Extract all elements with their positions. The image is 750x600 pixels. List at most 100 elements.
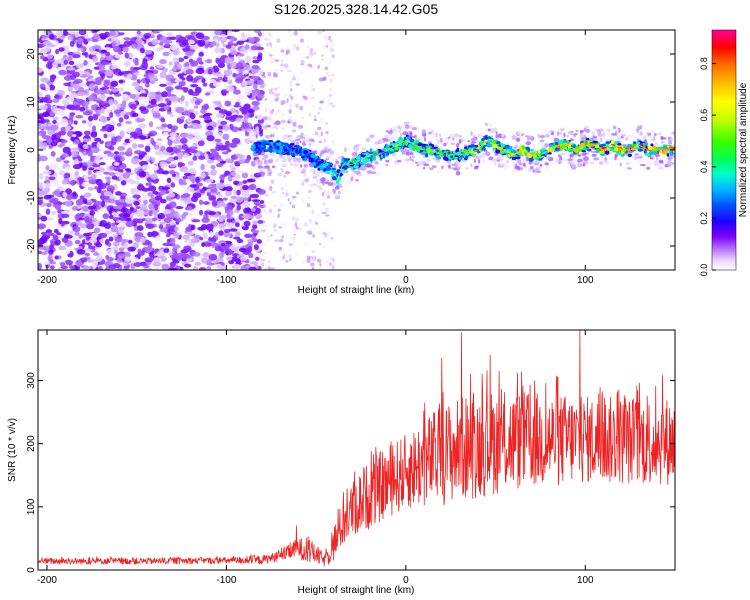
noise-blob bbox=[60, 265, 69, 269]
noise-blob bbox=[108, 215, 114, 219]
halo-blob bbox=[511, 162, 516, 167]
noise-blob bbox=[158, 100, 167, 105]
noise-blob bbox=[86, 223, 95, 230]
noise-blob bbox=[289, 84, 292, 87]
noise-blob bbox=[76, 248, 86, 255]
ridge-point bbox=[495, 140, 501, 145]
halo-blob bbox=[435, 138, 438, 141]
noise-blob bbox=[88, 167, 95, 171]
noise-blob bbox=[274, 87, 278, 91]
noise-blob bbox=[206, 191, 212, 197]
ridge-point bbox=[345, 166, 348, 169]
noise-blob bbox=[203, 103, 209, 111]
noise-blob bbox=[167, 82, 174, 86]
noise-blob bbox=[273, 223, 277, 228]
noise-blob bbox=[307, 113, 311, 117]
noise-blob bbox=[173, 156, 179, 161]
halo-blob bbox=[670, 131, 675, 136]
ridge-point bbox=[284, 143, 290, 147]
noise-blob bbox=[44, 182, 51, 189]
noise-blob bbox=[257, 220, 264, 224]
ridge-point bbox=[326, 171, 331, 175]
noise-blob bbox=[156, 64, 164, 69]
noise-blob bbox=[131, 112, 139, 117]
noise-blob bbox=[292, 195, 297, 199]
noise-blob bbox=[81, 52, 87, 56]
noise-blob bbox=[54, 255, 59, 260]
noise-blob bbox=[100, 74, 105, 80]
noise-blob bbox=[182, 175, 188, 180]
noise-blob bbox=[300, 59, 305, 64]
halo-blob bbox=[268, 116, 272, 121]
ridge-point bbox=[296, 145, 300, 149]
halo-blob bbox=[599, 161, 603, 165]
noise-blob bbox=[295, 45, 300, 51]
noise-blob bbox=[210, 169, 217, 176]
noise-blob bbox=[235, 117, 242, 123]
noise-blob bbox=[270, 35, 275, 38]
noise-blob bbox=[183, 110, 190, 115]
noise-blob bbox=[306, 230, 310, 235]
noise-blob bbox=[126, 73, 133, 80]
ridge-point bbox=[635, 141, 641, 144]
noise-blob bbox=[90, 105, 96, 111]
noise-blob bbox=[47, 176, 56, 181]
noise-blob bbox=[40, 231, 48, 236]
noise-blob bbox=[296, 191, 300, 195]
noise-blob bbox=[201, 77, 206, 83]
noise-blob bbox=[268, 54, 273, 57]
noise-blob bbox=[42, 170, 52, 175]
noise-blob bbox=[165, 157, 174, 162]
halo-blob bbox=[452, 134, 458, 139]
noise-blob bbox=[122, 243, 129, 249]
noise-blob bbox=[114, 202, 124, 206]
noise-blob bbox=[190, 149, 198, 154]
noise-blob bbox=[94, 81, 102, 86]
halo-blob bbox=[645, 131, 650, 135]
halo-blob bbox=[295, 141, 300, 145]
noise-blob bbox=[254, 202, 261, 207]
noise-blob bbox=[311, 256, 317, 262]
noise-blob bbox=[38, 132, 42, 136]
noise-blob bbox=[173, 232, 180, 239]
noise-blob bbox=[236, 238, 244, 244]
halo-blob bbox=[405, 151, 411, 156]
noise-blob bbox=[229, 35, 236, 43]
noise-blob bbox=[159, 161, 168, 168]
noise-blob bbox=[127, 246, 136, 252]
ridge-point bbox=[511, 156, 517, 161]
noise-blob bbox=[186, 231, 194, 237]
noise-blob bbox=[202, 252, 210, 258]
noise-blob bbox=[271, 87, 275, 91]
noise-blob bbox=[191, 137, 200, 142]
halo-blob bbox=[515, 137, 521, 142]
halo-blob bbox=[302, 142, 307, 146]
halo-blob bbox=[559, 132, 563, 135]
ridge-point bbox=[361, 152, 368, 155]
halo-blob bbox=[272, 125, 278, 128]
noise-blob bbox=[183, 172, 192, 177]
noise-blob bbox=[55, 157, 62, 162]
halo-blob bbox=[465, 166, 470, 170]
halo-blob bbox=[358, 173, 362, 177]
noise-blob bbox=[212, 100, 222, 105]
noise-blob bbox=[244, 233, 253, 239]
halo-blob bbox=[485, 151, 491, 156]
noise-blob bbox=[222, 197, 228, 201]
noise-blob bbox=[268, 32, 271, 37]
noise-blob bbox=[52, 179, 61, 186]
noise-blob bbox=[261, 72, 265, 75]
halo-blob bbox=[410, 151, 414, 156]
noise-blob bbox=[57, 167, 64, 172]
noise-blob bbox=[38, 125, 44, 130]
noise-blob bbox=[314, 221, 319, 225]
noise-blob bbox=[282, 222, 288, 228]
noise-blob bbox=[212, 65, 219, 70]
noise-blob bbox=[68, 60, 75, 66]
noise-blob bbox=[58, 47, 65, 52]
noise-blob bbox=[280, 186, 285, 191]
noise-blob bbox=[229, 61, 239, 69]
halo-blob bbox=[526, 136, 530, 141]
ridge-point bbox=[356, 155, 361, 160]
halo-blob bbox=[544, 165, 550, 170]
